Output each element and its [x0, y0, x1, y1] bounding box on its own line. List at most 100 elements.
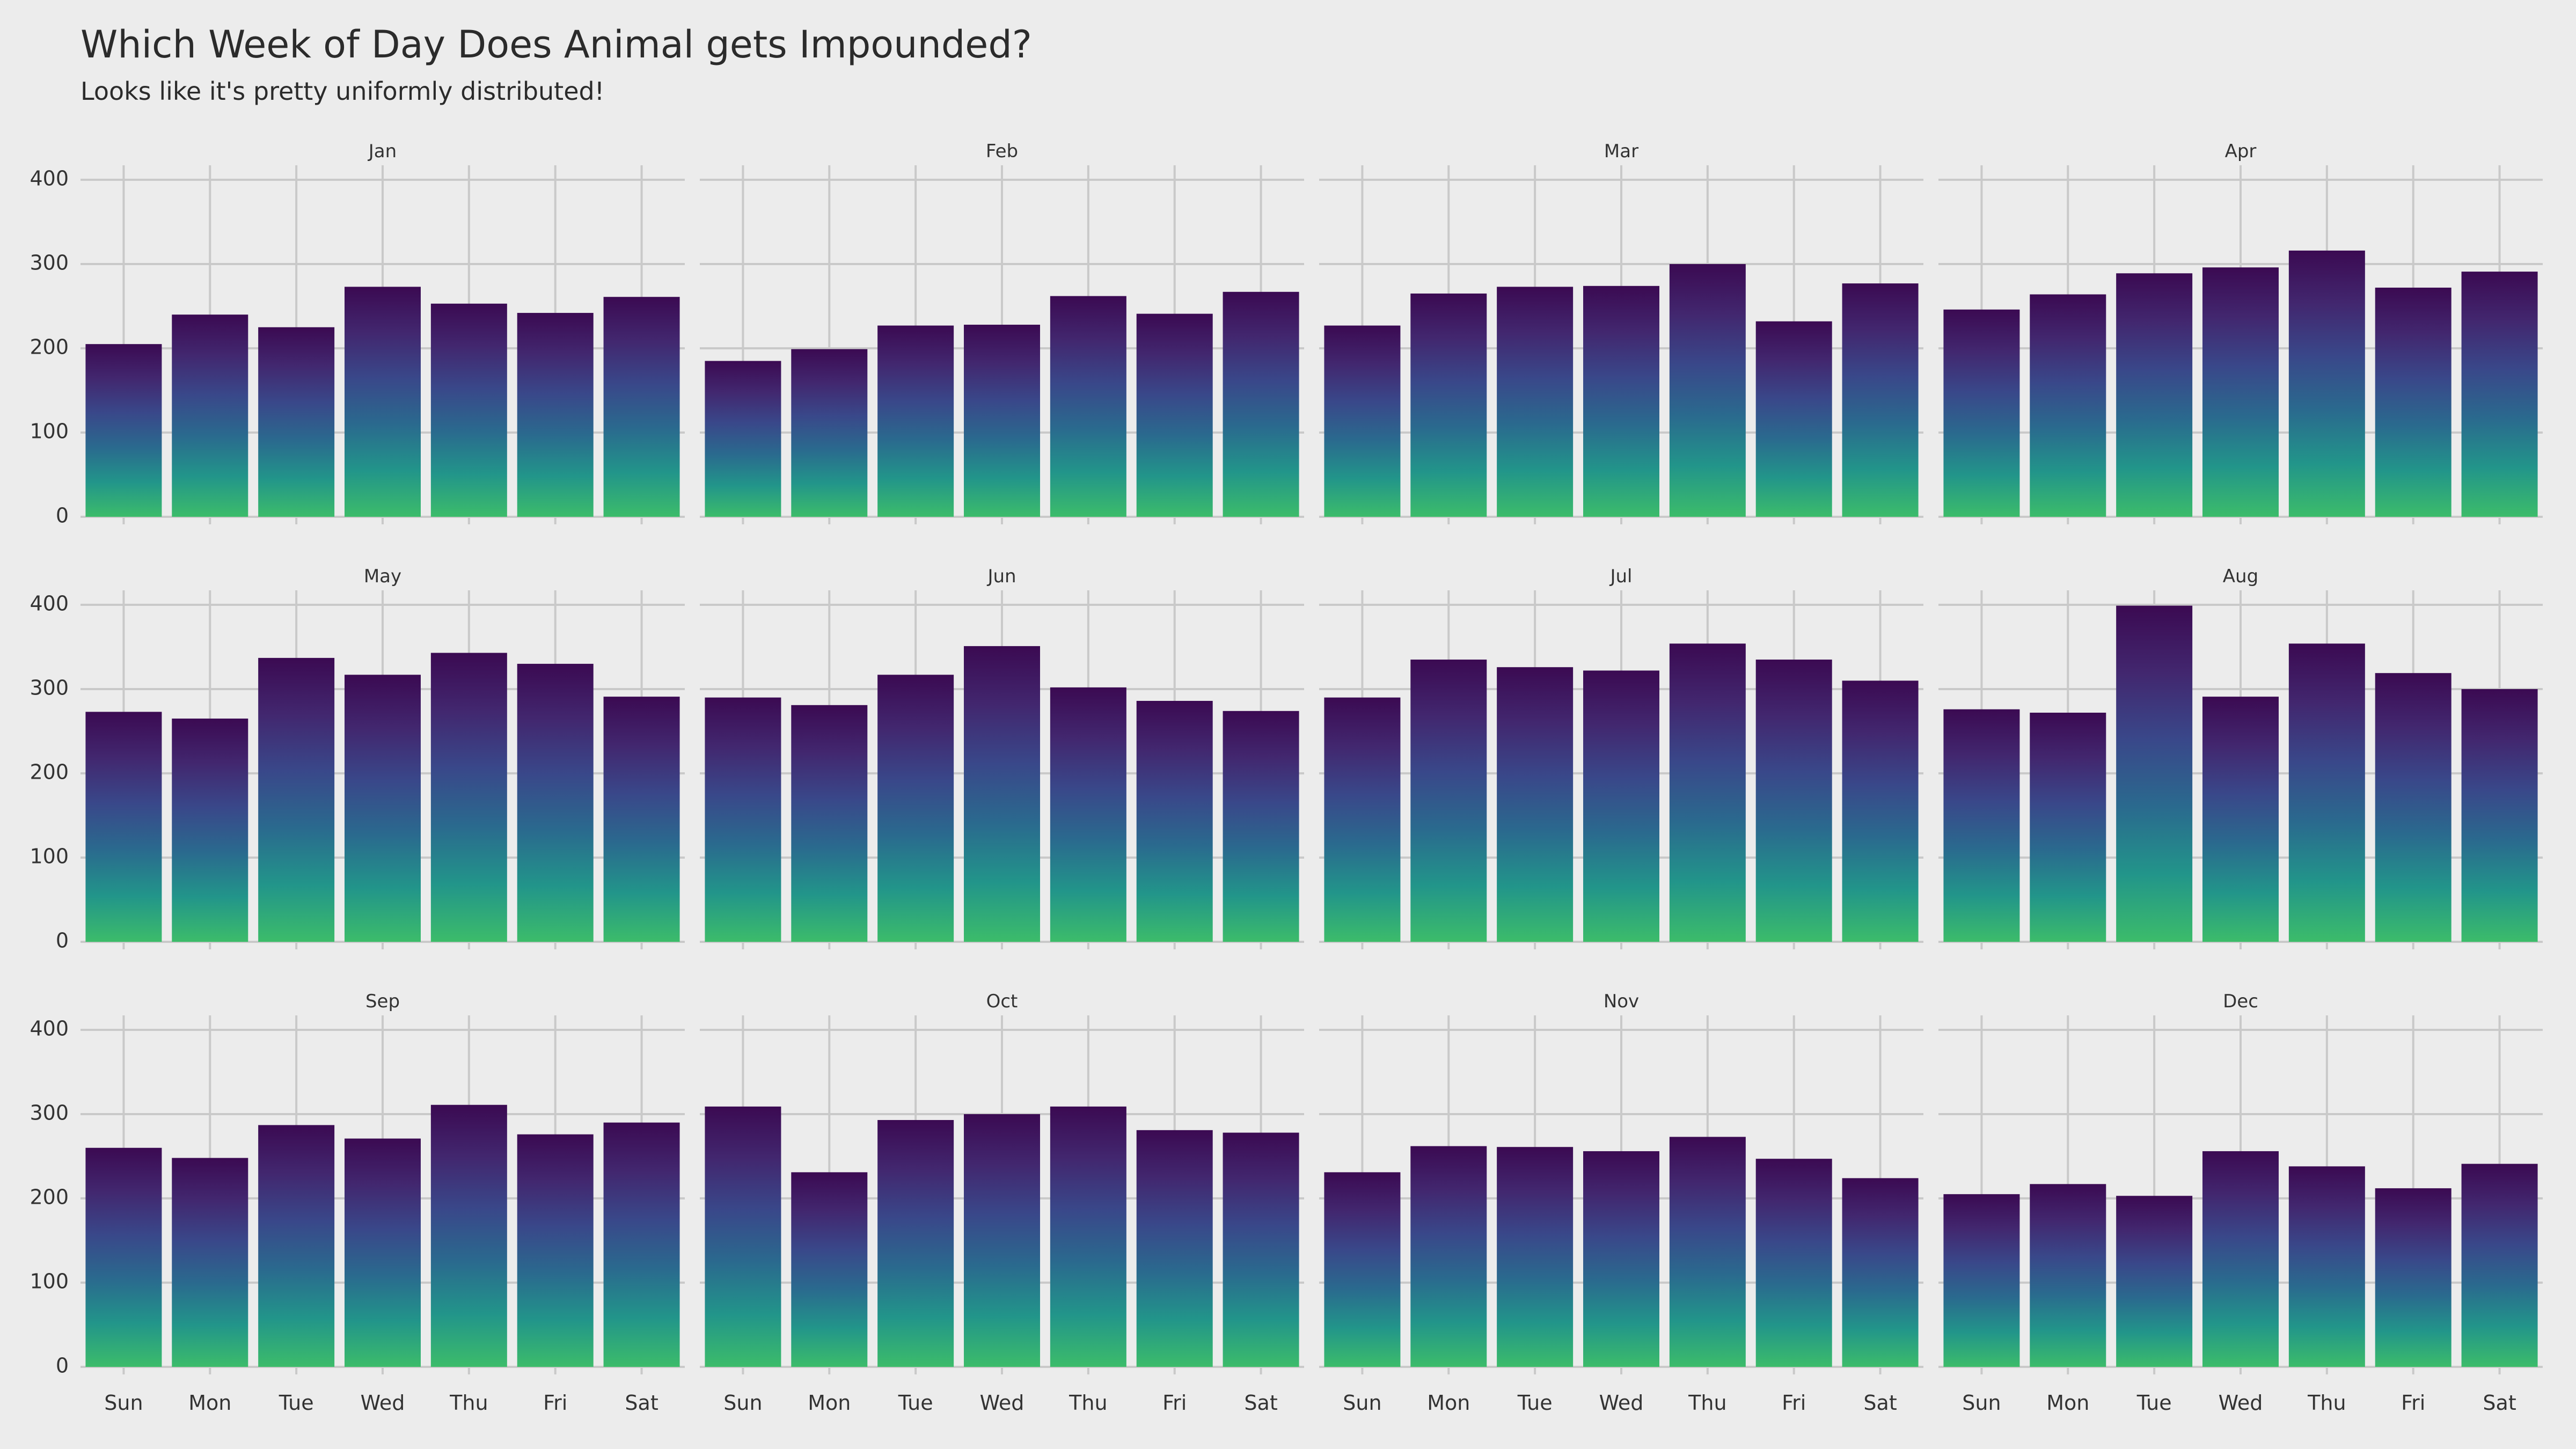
bar-apr-fri — [2375, 287, 2451, 517]
bar-nov-fri — [1755, 1159, 1832, 1367]
bar-mar-wed — [1583, 286, 1659, 517]
panel-title: Dec — [2223, 991, 2258, 1012]
bar-jul-fri — [1755, 660, 1832, 942]
bar-mar-sat — [1842, 283, 1919, 517]
x-tick-label: Sat — [625, 1391, 658, 1415]
bar-jun-tue — [877, 675, 954, 942]
panel-nov: Nov Sun Mon Tue Wed Thu Fri Sat — [1319, 991, 1923, 1415]
bar-aug-fri — [2375, 673, 2451, 942]
chart-subtitle: Looks like it's pretty uniformly distrib… — [80, 77, 605, 106]
bar-jan-mon — [172, 314, 248, 517]
x-tick-label: Fri — [1162, 1391, 1187, 1415]
x-tick-label: Thu — [449, 1391, 488, 1415]
bar-sep-tue — [258, 1125, 335, 1367]
y-tick-label: 300 — [30, 1101, 69, 1125]
panel-title: Nov — [1604, 991, 1639, 1012]
panel-title: Oct — [986, 991, 1018, 1012]
bar-dec-wed — [2202, 1151, 2279, 1367]
bar-aug-tue — [2116, 605, 2193, 942]
panel-title: Jan — [368, 141, 397, 162]
bar-may-thu — [430, 653, 507, 942]
panel-title: Sep — [365, 991, 400, 1012]
bar-jul-tue — [1497, 667, 1574, 942]
bar-apr-sun — [1943, 309, 2020, 517]
bar-dec-sun — [1943, 1194, 2020, 1367]
x-tick-label: Mon — [2046, 1391, 2089, 1415]
bar-jul-mon — [1410, 660, 1487, 942]
y-tick-label: 0 — [56, 929, 69, 953]
x-tick-label: Mon — [1427, 1391, 1470, 1415]
panel-oct: Oct Sun Mon Tue Wed Thu Fri Sat — [700, 991, 1304, 1415]
y-tick-label: 400 — [30, 592, 69, 616]
bar-jul-sat — [1842, 680, 1919, 942]
bar-nov-sun — [1324, 1172, 1401, 1367]
x-tick-label: Tue — [1517, 1391, 1553, 1415]
bar-oct-mon — [791, 1172, 868, 1367]
y-tick-label: 200 — [30, 760, 69, 784]
bar-apr-thu — [2288, 250, 2365, 517]
bar-jul-sun — [1324, 697, 1401, 942]
bar-aug-mon — [2030, 712, 2106, 942]
bar-may-tue — [258, 657, 335, 942]
panel-title: Aug — [2223, 566, 2258, 587]
y-tick-label: 300 — [30, 676, 69, 700]
bar-may-mon — [172, 718, 248, 942]
panel-feb: Feb — [700, 141, 1304, 524]
bar-dec-fri — [2375, 1188, 2451, 1367]
panels-layer: Jan 0 100 200 300 400 Feb Mar Apr May 0 100 200 300 40… — [30, 141, 2543, 1415]
y-tick-label: 400 — [30, 1017, 69, 1041]
panel-sep: Sep 0 100 200 300 400 Sun Mon Tue Wed Thu Fri Sat — [30, 991, 685, 1415]
y-tick-label: 0 — [56, 1354, 69, 1378]
panel-apr: Apr — [1938, 141, 2543, 524]
bar-apr-sat — [2461, 272, 2538, 517]
bar-may-sun — [85, 712, 162, 942]
bar-dec-tue — [2116, 1196, 2193, 1367]
bar-mar-thu — [1669, 264, 1746, 517]
panel-title: Jun — [986, 566, 1016, 587]
x-tick-label: Sun — [1343, 1391, 1381, 1415]
y-tick-label: 0 — [56, 504, 69, 528]
bar-feb-sun — [705, 361, 781, 517]
x-tick-label: Fri — [543, 1391, 567, 1415]
x-tick-label: Fri — [1782, 1391, 1806, 1415]
bar-sep-thu — [430, 1104, 507, 1367]
x-tick-label: Wed — [980, 1391, 1024, 1415]
y-tick-label: 100 — [30, 1270, 69, 1293]
x-tick-label: Thu — [1069, 1391, 1107, 1415]
panel-aug: Aug — [1938, 566, 2543, 949]
bar-feb-thu — [1050, 296, 1126, 517]
x-tick-label: Fri — [2401, 1391, 2425, 1415]
bar-jul-thu — [1669, 643, 1746, 942]
bar-dec-mon — [2030, 1184, 2106, 1367]
bar-nov-wed — [1583, 1151, 1659, 1367]
panel-title: Jul — [1609, 566, 1632, 587]
x-tick-label: Wed — [1599, 1391, 1644, 1415]
y-tick-label: 200 — [30, 335, 69, 359]
bar-feb-wed — [964, 325, 1040, 517]
x-tick-label: Tue — [279, 1391, 314, 1415]
bar-mar-sun — [1324, 325, 1401, 517]
bar-sep-mon — [172, 1158, 248, 1367]
bar-jan-wed — [345, 287, 421, 517]
bar-mar-fri — [1755, 321, 1832, 517]
bar-feb-sat — [1223, 291, 1299, 517]
bar-jul-wed — [1583, 670, 1659, 942]
bar-oct-sun — [705, 1106, 781, 1367]
bar-oct-fri — [1136, 1130, 1213, 1367]
bar-sep-sun — [85, 1147, 162, 1367]
bar-jun-thu — [1050, 687, 1126, 942]
bar-jan-fri — [517, 313, 594, 517]
bar-feb-mon — [791, 349, 868, 517]
bar-jan-sat — [603, 297, 680, 517]
x-tick-label: Thu — [2307, 1391, 2346, 1415]
panel-mar: Mar — [1319, 141, 1923, 524]
bar-jan-thu — [430, 303, 507, 517]
panel-jan: Jan 0 100 200 300 400 — [30, 141, 685, 528]
x-tick-label: Sat — [1863, 1391, 1897, 1415]
chart-title: Which Week of Day Does Animal gets Impou… — [80, 23, 1032, 67]
bar-nov-sat — [1842, 1178, 1919, 1367]
bar-may-wed — [345, 675, 421, 942]
bar-jun-sat — [1223, 711, 1299, 942]
bar-nov-thu — [1669, 1137, 1746, 1367]
panel-title: Mar — [1604, 141, 1638, 162]
